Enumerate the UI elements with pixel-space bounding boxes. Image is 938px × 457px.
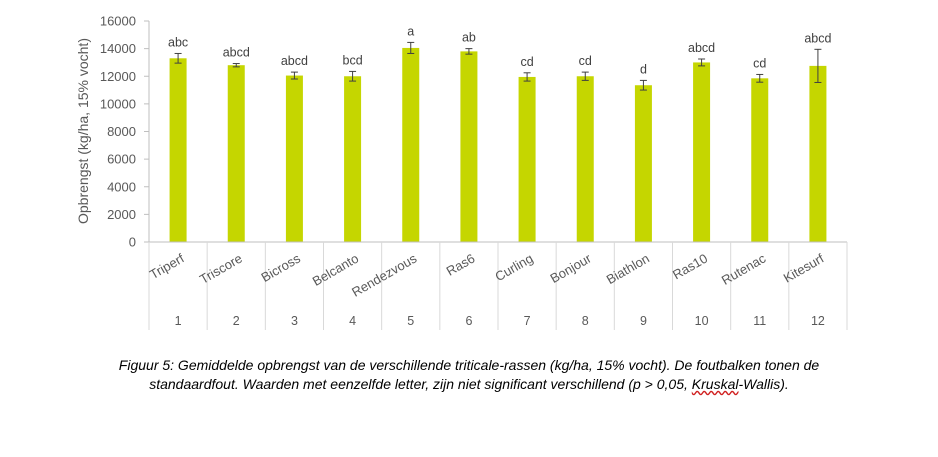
category-label: Triperf	[147, 250, 187, 282]
significance-letter: abcd	[688, 41, 715, 55]
significance-letter: bcd	[343, 53, 363, 67]
category-label: Triscore	[197, 251, 245, 287]
y-axis-title-group: Opbrengst (kg/ha, 15% vocht)	[75, 38, 91, 224]
caption-keyword: Kruskal	[691, 376, 739, 392]
category-label: Curling	[492, 251, 535, 285]
significance-letter: d	[640, 62, 647, 76]
category-label: Rutenac	[719, 250, 769, 287]
category-label: Kitesurf	[781, 250, 827, 285]
y-tick-label: 10000	[100, 96, 136, 111]
category-number: 5	[407, 314, 414, 328]
bar	[460, 51, 478, 243]
category-label: Biathlon	[604, 251, 652, 287]
category-label: Ras10	[670, 251, 710, 283]
bar	[576, 76, 594, 242]
significance-letter: cd	[520, 55, 533, 69]
significance-letter: ab	[462, 31, 476, 45]
category-label: Rendezvous	[349, 250, 420, 299]
significance-letter: cd	[579, 54, 592, 68]
significance-letter: a	[407, 24, 414, 38]
category-number: 9	[640, 314, 647, 328]
category-label: Ras6	[444, 251, 478, 279]
bar	[518, 76, 536, 242]
figure-caption: Figuur 5: Gemiddelde opbrengst van de ve…	[0, 356, 938, 394]
caption-line-2: standaardfout. Waarden met eenzelfde let…	[0, 375, 938, 394]
category-number: 6	[465, 314, 472, 328]
significance-letter: abcd	[804, 31, 831, 45]
bar	[751, 78, 769, 243]
category-labels: Triperf1Triscore2Bicross3Belcanto4Rendez…	[147, 250, 827, 328]
significance-letter: abcd	[223, 46, 250, 60]
category-number: 10	[695, 314, 709, 328]
caption-line-2-end: -Wallis).	[738, 376, 789, 392]
bar	[402, 47, 420, 243]
category-number: 4	[349, 314, 356, 328]
y-tick-label: 0	[129, 235, 136, 250]
y-axis-ticks: 0 2000 4000 6000 8000 10000 12000 14000 16000	[100, 14, 149, 250]
bar-chart: Opbrengst (kg/ha, 15% vocht) 02000400060…	[75, 14, 848, 330]
significance-letter: cd	[753, 56, 766, 70]
bar	[634, 85, 652, 243]
bar	[169, 58, 187, 243]
bar	[227, 65, 245, 242]
category-number: 1	[175, 314, 182, 328]
category-label: Bonjour	[547, 250, 594, 286]
axes	[148, 21, 848, 330]
category-number: 3	[291, 314, 298, 328]
category-label: Belcanto	[310, 251, 361, 289]
caption-line-2-start: standaardfout. Waarden met eenzelfde let…	[149, 376, 692, 392]
significance-letter: abcd	[281, 54, 308, 68]
caption-line-1: Figuur 5: Gemiddelde opbrengst van de ve…	[118, 357, 820, 373]
category-number: 7	[524, 314, 531, 328]
category-number: 12	[811, 314, 825, 328]
y-tick-label: 6000	[107, 152, 136, 167]
bar	[344, 76, 362, 242]
y-tick-label: 8000	[107, 124, 136, 139]
bar	[693, 62, 711, 242]
y-tick-label: 2000	[107, 207, 136, 222]
significance-letter: abc	[168, 35, 188, 49]
bar	[285, 75, 303, 242]
category-number: 11	[753, 314, 766, 328]
bar	[809, 65, 827, 242]
y-axis-title: Opbrengst (kg/ha, 15% vocht)	[75, 38, 91, 224]
category-number: 2	[233, 314, 240, 328]
y-tick-label: 12000	[100, 69, 136, 84]
category-number: 8	[582, 314, 589, 328]
y-tick-label: 16000	[100, 14, 136, 29]
y-tick-label: 4000	[107, 179, 136, 194]
y-tick-label: 14000	[100, 41, 136, 56]
